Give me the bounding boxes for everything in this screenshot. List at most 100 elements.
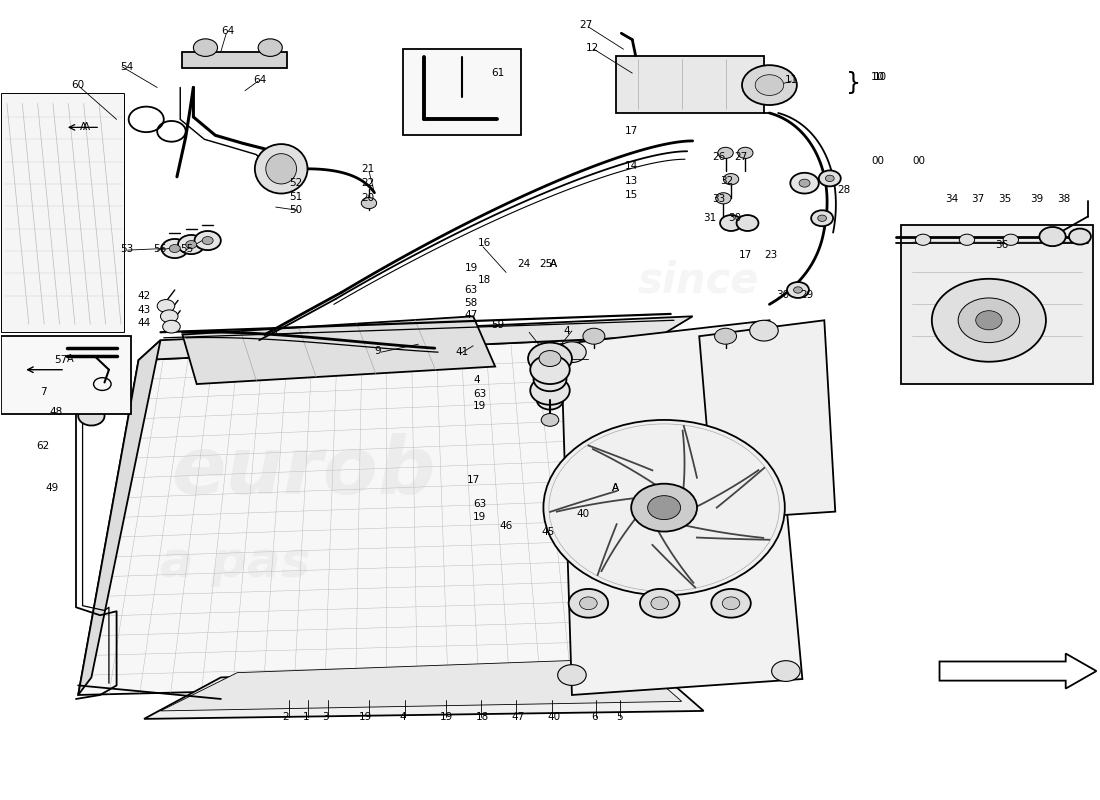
Circle shape — [786, 282, 808, 298]
Text: 27: 27 — [580, 20, 593, 30]
Text: 51: 51 — [289, 192, 302, 202]
Circle shape — [78, 406, 104, 426]
Text: 27: 27 — [735, 152, 748, 162]
Text: 23: 23 — [764, 250, 778, 260]
Text: 17: 17 — [739, 250, 752, 260]
Text: 45: 45 — [541, 526, 554, 537]
Text: 58: 58 — [464, 298, 477, 308]
Text: 5: 5 — [616, 712, 623, 722]
Text: 63: 63 — [473, 389, 486, 398]
Circle shape — [186, 241, 197, 249]
Text: 35: 35 — [998, 194, 1011, 204]
Text: 43: 43 — [138, 305, 151, 315]
Circle shape — [720, 215, 742, 231]
Text: 61: 61 — [491, 68, 504, 78]
Circle shape — [771, 661, 800, 682]
Circle shape — [737, 215, 759, 231]
Text: 62: 62 — [36, 442, 50, 451]
Text: 11: 11 — [784, 74, 799, 85]
Polygon shape — [144, 663, 704, 719]
Text: 46: 46 — [499, 521, 513, 531]
Circle shape — [163, 320, 180, 333]
Bar — [1, 336, 131, 414]
Circle shape — [724, 174, 739, 185]
Circle shape — [742, 65, 796, 105]
Text: 63: 63 — [464, 285, 477, 295]
Circle shape — [712, 589, 751, 618]
Polygon shape — [939, 654, 1097, 689]
Text: 38: 38 — [1057, 194, 1070, 204]
Text: 59: 59 — [491, 320, 504, 330]
Circle shape — [640, 589, 680, 618]
Circle shape — [738, 147, 754, 158]
Text: 10: 10 — [873, 72, 887, 82]
Text: 12: 12 — [586, 42, 600, 53]
Circle shape — [1069, 229, 1091, 245]
Circle shape — [793, 286, 802, 293]
Text: 64: 64 — [221, 26, 234, 36]
Text: 2: 2 — [283, 712, 289, 722]
Circle shape — [530, 376, 570, 405]
Text: 37: 37 — [971, 194, 984, 204]
Text: 32: 32 — [720, 176, 734, 186]
Text: 63: 63 — [473, 498, 486, 509]
Text: 19: 19 — [473, 512, 486, 522]
Text: 26: 26 — [713, 152, 726, 162]
Text: 36: 36 — [996, 239, 1009, 250]
Text: 47: 47 — [464, 310, 477, 320]
Polygon shape — [78, 340, 161, 695]
Text: 3: 3 — [322, 712, 329, 722]
Text: 17: 17 — [466, 474, 480, 485]
Circle shape — [750, 320, 778, 341]
Text: 47: 47 — [512, 712, 525, 722]
Circle shape — [169, 245, 180, 253]
Text: 19: 19 — [359, 712, 372, 722]
Bar — [1, 93, 124, 332]
Ellipse shape — [266, 154, 297, 184]
Circle shape — [756, 74, 783, 95]
Text: 16: 16 — [477, 238, 491, 248]
Circle shape — [1040, 227, 1066, 246]
Circle shape — [558, 665, 586, 686]
Text: 42: 42 — [138, 291, 151, 302]
Text: 29: 29 — [800, 290, 813, 300]
Polygon shape — [78, 336, 726, 695]
Circle shape — [648, 496, 681, 519]
Text: 20: 20 — [361, 194, 374, 203]
Text: 9: 9 — [374, 346, 381, 355]
Text: 55: 55 — [180, 243, 194, 254]
Polygon shape — [700, 320, 835, 519]
Circle shape — [915, 234, 931, 246]
Text: }: } — [846, 70, 861, 94]
Circle shape — [539, 350, 561, 366]
Text: 19: 19 — [473, 402, 486, 411]
Text: 34: 34 — [945, 194, 958, 204]
Circle shape — [976, 310, 1002, 330]
Circle shape — [715, 328, 737, 344]
Circle shape — [258, 39, 283, 56]
Text: 4: 4 — [399, 712, 406, 722]
Text: 17: 17 — [625, 126, 638, 136]
Polygon shape — [901, 225, 1093, 384]
Text: 19: 19 — [440, 712, 453, 722]
Circle shape — [194, 39, 218, 56]
Text: 41: 41 — [455, 347, 469, 357]
Text: 30: 30 — [776, 290, 789, 300]
Text: 50: 50 — [289, 206, 302, 215]
Circle shape — [799, 179, 810, 187]
Circle shape — [543, 420, 784, 595]
Text: 28: 28 — [837, 186, 850, 195]
Bar — [616, 56, 764, 113]
Text: 33: 33 — [713, 194, 726, 204]
Text: 64: 64 — [254, 74, 267, 85]
Text: 22: 22 — [361, 178, 374, 188]
Circle shape — [825, 175, 834, 182]
Text: 49: 49 — [45, 482, 58, 493]
Circle shape — [178, 235, 205, 254]
Circle shape — [817, 215, 826, 222]
Text: 44: 44 — [138, 318, 151, 328]
Text: 25: 25 — [539, 259, 552, 270]
Circle shape — [537, 390, 563, 410]
Text: 40: 40 — [576, 509, 590, 519]
Ellipse shape — [255, 144, 308, 194]
